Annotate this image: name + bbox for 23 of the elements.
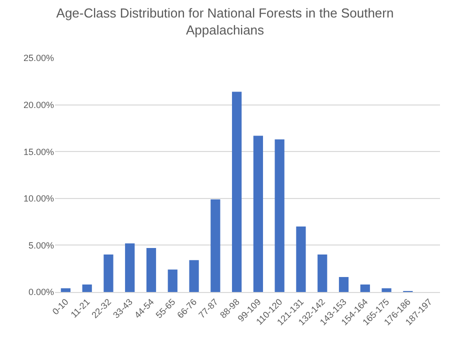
bar [189, 260, 199, 292]
bar [168, 270, 178, 292]
bar [318, 254, 328, 292]
bar [104, 254, 114, 292]
y-tick-label: 0.00% [28, 287, 54, 298]
bar [125, 243, 135, 292]
bar [146, 248, 156, 292]
y-tick-label: 20.00% [23, 100, 54, 110]
bar [82, 284, 92, 292]
y-tick-label: 25.00% [23, 53, 54, 64]
bar [296, 226, 306, 292]
bar [274, 139, 284, 292]
chart-title: Age-Class Distribution for National Forests in the Southern Appalachians [56, 6, 394, 38]
bar [360, 284, 370, 292]
bar [210, 199, 220, 292]
y-tick-label: 10.00% [23, 194, 54, 204]
y-tick-label: 15.00% [23, 146, 54, 157]
bar [60, 288, 71, 292]
y-tick-label: 5.00% [28, 240, 54, 250]
bar [338, 277, 349, 292]
bar [232, 92, 242, 292]
bar [253, 136, 264, 292]
bar [382, 288, 392, 292]
